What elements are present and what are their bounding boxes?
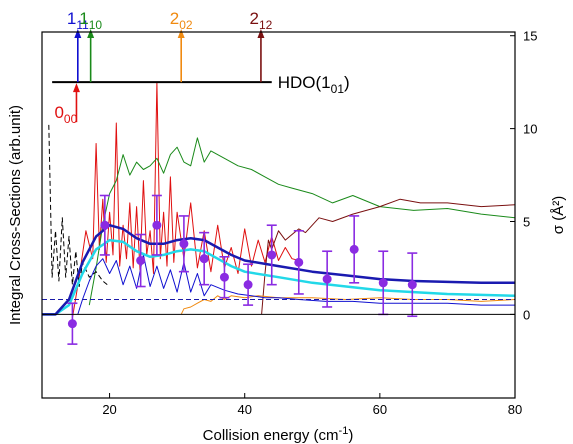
level-arrowhead (177, 29, 185, 38)
level-label: 202 (170, 9, 193, 32)
data-point (407, 280, 417, 290)
data-point (136, 256, 146, 266)
plot-frame (41, 31, 516, 399)
series-lines (42, 81, 516, 319)
x-axis-title: Collision energy (cm-1) (203, 425, 354, 444)
series-line-1 (88, 137, 516, 306)
level-arrowhead (87, 29, 95, 38)
data-point (378, 278, 388, 288)
data-point (349, 244, 359, 254)
level-label: 000 (54, 103, 77, 126)
x-tick-label: 40 (237, 402, 251, 417)
data-point (294, 257, 304, 267)
series-line-5 (48, 124, 110, 287)
level-label: 212 (250, 9, 273, 32)
level-label: 111 (67, 9, 89, 32)
level-arrowhead (74, 29, 82, 38)
series-line-3 (180, 295, 516, 315)
y-axis-title-right: σ (Å²) (550, 196, 567, 234)
level-arrowhead (72, 83, 80, 93)
data-point (100, 220, 110, 230)
axes (41, 31, 516, 399)
series-line-4 (77, 254, 515, 315)
y-tick-label: 10 (523, 122, 537, 137)
experimental-points (67, 194, 418, 345)
data-point (199, 254, 209, 264)
y-tick-label: 15 (523, 29, 537, 44)
y-tick-label: 5 (523, 215, 530, 230)
data-point (267, 250, 277, 260)
data-point (322, 274, 332, 284)
tick-labels: 20 40 60 80 0 5 10 15 (102, 29, 537, 417)
series-line-2 (261, 198, 516, 315)
data-point (243, 280, 253, 290)
x-tick-label: 60 (373, 402, 387, 417)
series-line-0 (71, 81, 299, 319)
data-point (152, 220, 162, 230)
data-point (179, 239, 189, 249)
data-point (219, 272, 229, 282)
y-axis-title-left: Integral Cross-Sections (arb.unit) (7, 105, 24, 325)
y-tick-label: 0 (523, 307, 530, 322)
level-arrowhead (257, 29, 265, 38)
ground-state-label: HDO(101) (278, 73, 350, 96)
x-tick-label: 80 (508, 402, 522, 417)
x-tick-label: 20 (102, 402, 116, 417)
data-point (67, 319, 77, 329)
series-line-7 (42, 238, 516, 316)
level-label: 110 (79, 9, 102, 32)
